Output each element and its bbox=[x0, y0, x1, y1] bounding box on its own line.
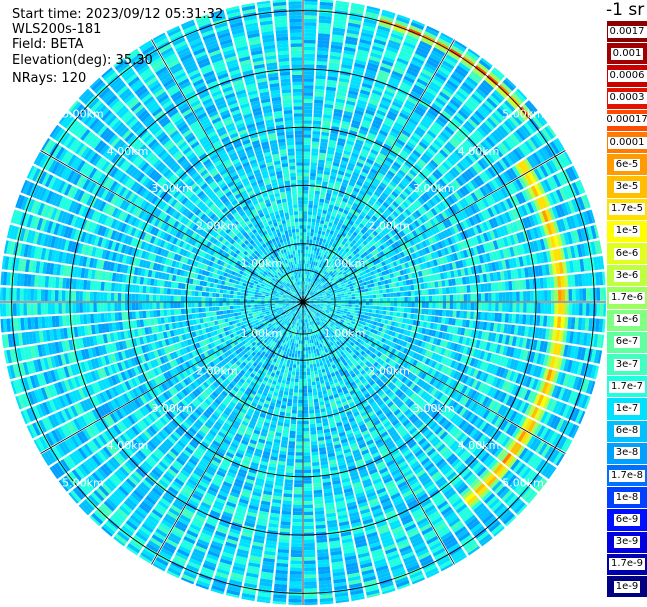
azimuth-spoke bbox=[302, 39, 455, 303]
colorbar-tick-label: 1.7e-9 bbox=[608, 558, 646, 571]
colorbar-swatch: 0.0001 bbox=[607, 132, 647, 154]
radar-center-marker bbox=[297, 296, 309, 308]
range-ring-label: 5.00km bbox=[502, 107, 544, 120]
range-ring-label: 3.00km bbox=[413, 182, 455, 195]
range-ring-label: 3.00km bbox=[413, 402, 455, 415]
colorbar-tick-label: 0.001 bbox=[610, 47, 644, 60]
colorbar-tick-label: 0.0003 bbox=[607, 92, 647, 105]
field-label: Field: BETA bbox=[12, 37, 84, 52]
colorbar-tick-label: 3e-7 bbox=[613, 358, 641, 371]
colorbar-tick-label: 0.0006 bbox=[607, 69, 647, 82]
colorbar-tick-label: 3e-9 bbox=[613, 536, 641, 549]
colorbar-swatch: 3e-7 bbox=[607, 354, 647, 376]
azimuth-spoke bbox=[151, 39, 304, 303]
azimuth-spoke bbox=[302, 301, 566, 454]
nrays-label: NRays: 120 bbox=[12, 71, 87, 86]
start-time-label: Start time: 2023/09/12 05:31:32 bbox=[12, 7, 224, 22]
colorbar-tick-label: 1e-7 bbox=[613, 402, 641, 415]
colorbar-tick-label: 6e-5 bbox=[613, 158, 641, 171]
colorbar-swatch: 0.0003 bbox=[607, 87, 647, 109]
colorbar-tick-label: 3e-6 bbox=[613, 269, 641, 282]
range-ring-label: 2.00km bbox=[368, 364, 410, 377]
colorbar-tick-label: 1e-9 bbox=[613, 580, 641, 593]
range-ring-label: 4.00km bbox=[458, 439, 500, 452]
colorbar-tick-label: 1.7e-6 bbox=[608, 291, 646, 304]
radial-rays bbox=[0, 0, 606, 605]
instrument-label: WLS200s-181 bbox=[12, 22, 102, 37]
azimuth-spokes bbox=[0, 0, 606, 605]
colorbar-tick-label: 6e-9 bbox=[613, 513, 641, 526]
colorbar-tick-label: 3e-8 bbox=[613, 447, 641, 460]
colorbar-swatch: 0.0017 bbox=[607, 21, 647, 43]
colorbar-swatch: 1.7e-9 bbox=[607, 553, 647, 575]
range-ring-label: 5.00km bbox=[62, 107, 104, 120]
colorbar-swatch: 0.00017 bbox=[604, 109, 647, 131]
colorbar-swatch: 0.0006 bbox=[607, 65, 647, 87]
colorbar-swatch: 1.7e-5 bbox=[607, 198, 647, 220]
colorbar-swatch: 6e-6 bbox=[607, 243, 647, 265]
colorbar-tick-label: 1.7e-5 bbox=[608, 203, 646, 216]
range-ring-label: 1.00km bbox=[241, 257, 283, 270]
azimuth-spoke bbox=[302, 150, 566, 303]
range-ring-label: 2.00km bbox=[368, 220, 410, 233]
azimuth-spoke bbox=[302, 301, 455, 565]
range-ring-label: 4.00km bbox=[458, 145, 500, 158]
range-ring-label: 5.00km bbox=[62, 477, 104, 490]
colorbar-tick-label: 0.00017 bbox=[604, 114, 647, 127]
azimuth-spoke bbox=[40, 301, 304, 454]
colorbar-tick-label: 0.0017 bbox=[607, 25, 647, 38]
colorbar-tick-label: 6e-7 bbox=[613, 336, 641, 349]
range-ring-label: 1.00km bbox=[241, 327, 283, 340]
colorbar-swatch: 0.001 bbox=[607, 43, 647, 65]
colorbar-tick-label: 3e-5 bbox=[613, 180, 641, 193]
range-ring-label: 2.00km bbox=[196, 220, 238, 233]
colorbar-swatch: 3e-5 bbox=[607, 176, 647, 198]
range-ring-label: 1.00km bbox=[324, 257, 366, 270]
range-ring-label: 4.00km bbox=[107, 145, 149, 158]
colorbar-tick-label: 1.7e-7 bbox=[608, 380, 646, 393]
colorbar-swatch: 1.7e-8 bbox=[607, 465, 647, 487]
colorbar-tick-label: 1e-5 bbox=[613, 225, 641, 238]
colorbar-swatch: 1e-9 bbox=[607, 576, 647, 598]
range-ring-label: 3.00km bbox=[151, 182, 193, 195]
colorbar-swatch: 3e-8 bbox=[607, 442, 647, 464]
colorbar-swatch: 6e-8 bbox=[607, 420, 647, 442]
colorbar-tick-label: 1.7e-8 bbox=[608, 469, 646, 482]
colorbar-tick-label: 0.0001 bbox=[607, 136, 647, 149]
colorbar-swatch: 1e-6 bbox=[607, 309, 647, 331]
azimuth-spoke bbox=[151, 301, 304, 565]
colorbar-tick-label: 1e-8 bbox=[613, 491, 641, 504]
range-ring-label: 2.00km bbox=[196, 364, 238, 377]
colorbar-swatch: 1e-7 bbox=[607, 398, 647, 420]
colorbar-swatch: 1e-5 bbox=[607, 220, 647, 242]
range-ring-label: 1.00km bbox=[324, 327, 366, 340]
elevation-label: Elevation(deg): 35.30 bbox=[12, 53, 153, 68]
colorbar-swatch: 6e-9 bbox=[607, 509, 647, 531]
colorbar-tick-label: 1e-6 bbox=[613, 314, 641, 327]
range-ring-label: 4.00km bbox=[107, 439, 149, 452]
colorbar-swatch: 6e-7 bbox=[607, 331, 647, 353]
colorbar-unit: -1 sr bbox=[606, 0, 645, 20]
colorbar-swatch: 1.7e-7 bbox=[607, 376, 647, 398]
range-labels: 1.00km 1.00km 1.00km 1.00km 2.00km 2.00km 2.00… bbox=[62, 107, 544, 489]
azimuth-spoke bbox=[40, 150, 304, 303]
range-ring-label: 3.00km bbox=[151, 402, 193, 415]
colorbar-tick-label: 6e-6 bbox=[613, 247, 641, 260]
colorbar-swatch: 3e-6 bbox=[607, 265, 647, 287]
colorbar-swatch: 1e-8 bbox=[607, 487, 647, 509]
range-ring-label: 5.00km bbox=[502, 477, 544, 490]
colorbar-swatch: 6e-5 bbox=[607, 154, 647, 176]
colorbar-tick-label: 6e-8 bbox=[613, 425, 641, 438]
colorbar-swatch: 1.7e-6 bbox=[607, 287, 647, 309]
colorbar-swatch: 3e-9 bbox=[607, 531, 647, 553]
